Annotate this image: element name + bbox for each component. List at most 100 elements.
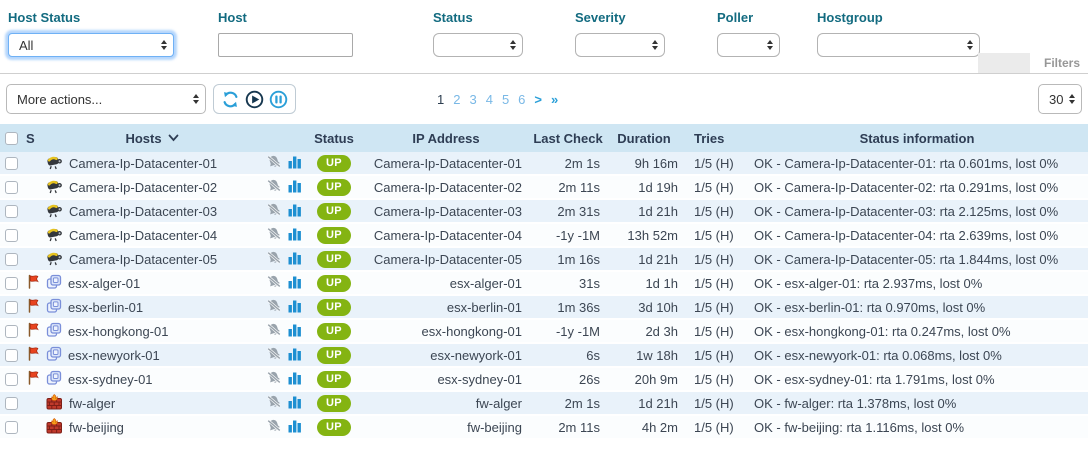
host-name-link[interactable]: fw-alger <box>69 395 116 411</box>
severity-label: Severity <box>575 10 626 25</box>
hostgroup-filter: Hostgroup <box>817 10 980 57</box>
col-hosts-sort[interactable]: Hosts <box>125 131 178 146</box>
page-link-3[interactable]: 3 <box>469 91 477 107</box>
severity-cell <box>22 200 44 222</box>
performance-graph-icon[interactable] <box>288 370 302 388</box>
host-name-link[interactable]: Camera-Ip-Datacenter-04 <box>69 227 218 243</box>
performance-graph-icon[interactable] <box>288 298 302 316</box>
host-name-link[interactable]: esx-berlin-01 <box>68 299 144 315</box>
ip-address-cell: esx-hongkong-01 <box>421 323 522 339</box>
host-cell: esx-newyork-01 <box>44 344 260 366</box>
severity-cell <box>22 320 44 342</box>
performance-graph-icon[interactable] <box>288 322 302 340</box>
row-checkbox[interactable] <box>4 348 18 362</box>
page-link-4[interactable]: 4 <box>485 91 493 107</box>
row-checkbox[interactable] <box>4 420 18 434</box>
status-information-cell: OK - Camera-Ip-Datacenter-01: rta 0.601m… <box>754 155 1059 171</box>
hostgroup-label: Hostgroup <box>817 10 883 25</box>
row-checkbox[interactable] <box>4 252 18 266</box>
performance-graph-icon[interactable] <box>288 154 302 172</box>
duration-cell: 20h 9m <box>634 371 678 387</box>
host-name-link[interactable]: Camera-Ip-Datacenter-01 <box>69 155 218 171</box>
tries-cell: 1/5 (H) <box>694 275 734 291</box>
host-quick-icons <box>260 392 306 414</box>
host-name-link[interactable]: esx-sydney-01 <box>68 371 153 387</box>
ip-address-cell: Camera-Ip-Datacenter-01 <box>373 155 522 171</box>
performance-graph-icon[interactable] <box>288 178 302 196</box>
row-checkbox[interactable] <box>4 324 18 338</box>
severity-select[interactable] <box>575 33 665 57</box>
poller-filter: Poller <box>717 10 780 57</box>
table-row: esx-newyork-01 UP esx-newyork-01 6s 1w 18h 1/… <box>0 344 1088 368</box>
row-checkbox[interactable] <box>4 204 18 218</box>
notifications-disabled-icon <box>266 202 282 221</box>
refresh-controls <box>213 84 296 114</box>
host-filter: Host <box>218 10 353 57</box>
vm-host-icon <box>46 322 62 341</box>
host-quick-icons <box>260 320 306 342</box>
host-name-link[interactable]: esx-newyork-01 <box>68 347 160 363</box>
refresh-icon[interactable] <box>221 90 240 109</box>
host-cell: Camera-Ip-Datacenter-03 <box>44 200 260 222</box>
row-checkbox[interactable] <box>4 372 18 386</box>
poller-label: Poller <box>717 10 754 25</box>
host-name-link[interactable]: Camera-Ip-Datacenter-05 <box>69 251 218 267</box>
status-select[interactable] <box>433 33 523 57</box>
last-check-cell: 2m 1s <box>564 395 600 411</box>
pause-icon[interactable] <box>269 90 288 109</box>
page-link-1[interactable]: 1 <box>437 91 445 107</box>
filters-tab[interactable]: Filters <box>978 53 1088 73</box>
page-link-5[interactable]: 5 <box>501 91 510 107</box>
performance-graph-icon[interactable] <box>288 346 302 364</box>
select-arrows-icon <box>767 40 773 50</box>
table-row: esx-hongkong-01 UP esx-hongkong-01 -1y -1M 2… <box>0 320 1088 344</box>
select-all-checkbox[interactable] <box>4 131 18 145</box>
poller-select[interactable] <box>717 33 780 57</box>
row-checkbox[interactable] <box>4 228 18 242</box>
host-name-link[interactable]: esx-hongkong-01 <box>68 323 169 339</box>
tries-cell: 1/5 (H) <box>694 419 734 435</box>
host-name-link[interactable]: esx-alger-01 <box>68 275 141 291</box>
row-checkbox[interactable] <box>4 300 18 314</box>
more-actions-value: More actions... <box>17 91 103 107</box>
host-status-select[interactable]: All <box>8 33 174 57</box>
col-status-information: Status information <box>859 130 975 146</box>
col-severity: S <box>26 130 35 146</box>
row-checkbox[interactable] <box>4 156 18 170</box>
status-cell: UP <box>306 200 362 222</box>
host-input[interactable] <box>218 33 353 57</box>
severity-filter: Severity <box>575 10 665 57</box>
play-icon[interactable] <box>245 90 264 109</box>
more-actions-select[interactable]: More actions... <box>6 84 206 114</box>
status-cell: UP <box>306 296 362 318</box>
page-link-6[interactable]: 6 <box>518 91 526 107</box>
firewall-host-icon <box>46 393 63 413</box>
performance-graph-icon[interactable] <box>288 418 302 436</box>
host-name-link[interactable]: Camera-Ip-Datacenter-02 <box>69 179 218 195</box>
performance-graph-icon[interactable] <box>288 274 302 292</box>
severity-cell <box>22 176 44 198</box>
page-size-select[interactable]: 30 <box>1038 84 1082 114</box>
camera-host-icon <box>46 202 63 221</box>
notifications-disabled-icon <box>266 370 282 389</box>
row-checkbox[interactable] <box>4 396 18 410</box>
table-header: S Hosts Status IP Address Last Check Dur… <box>0 124 1088 152</box>
ip-address-cell: esx-newyork-01 <box>430 347 522 363</box>
performance-graph-icon[interactable] <box>288 250 302 268</box>
status-cell: UP <box>306 416 362 438</box>
next-page-link[interactable]: > <box>534 91 542 107</box>
severity-flag-icon <box>26 322 40 340</box>
row-checkbox[interactable] <box>4 180 18 194</box>
status-cell: UP <box>306 176 362 198</box>
page-link-2[interactable]: 2 <box>453 91 461 107</box>
host-name-link[interactable]: Camera-Ip-Datacenter-03 <box>69 203 218 219</box>
host-name-link[interactable]: fw-beijing <box>69 419 124 435</box>
row-checkbox[interactable] <box>4 276 18 290</box>
performance-graph-icon[interactable] <box>288 394 302 412</box>
hostgroup-select[interactable] <box>817 33 980 57</box>
performance-graph-icon[interactable] <box>288 202 302 220</box>
status-information-cell: OK - fw-beijing: rta 1.116ms, lost 0% <box>754 419 965 435</box>
status-badge: UP <box>317 250 351 268</box>
last-page-link[interactable]: » <box>551 91 559 107</box>
performance-graph-icon[interactable] <box>288 226 302 244</box>
